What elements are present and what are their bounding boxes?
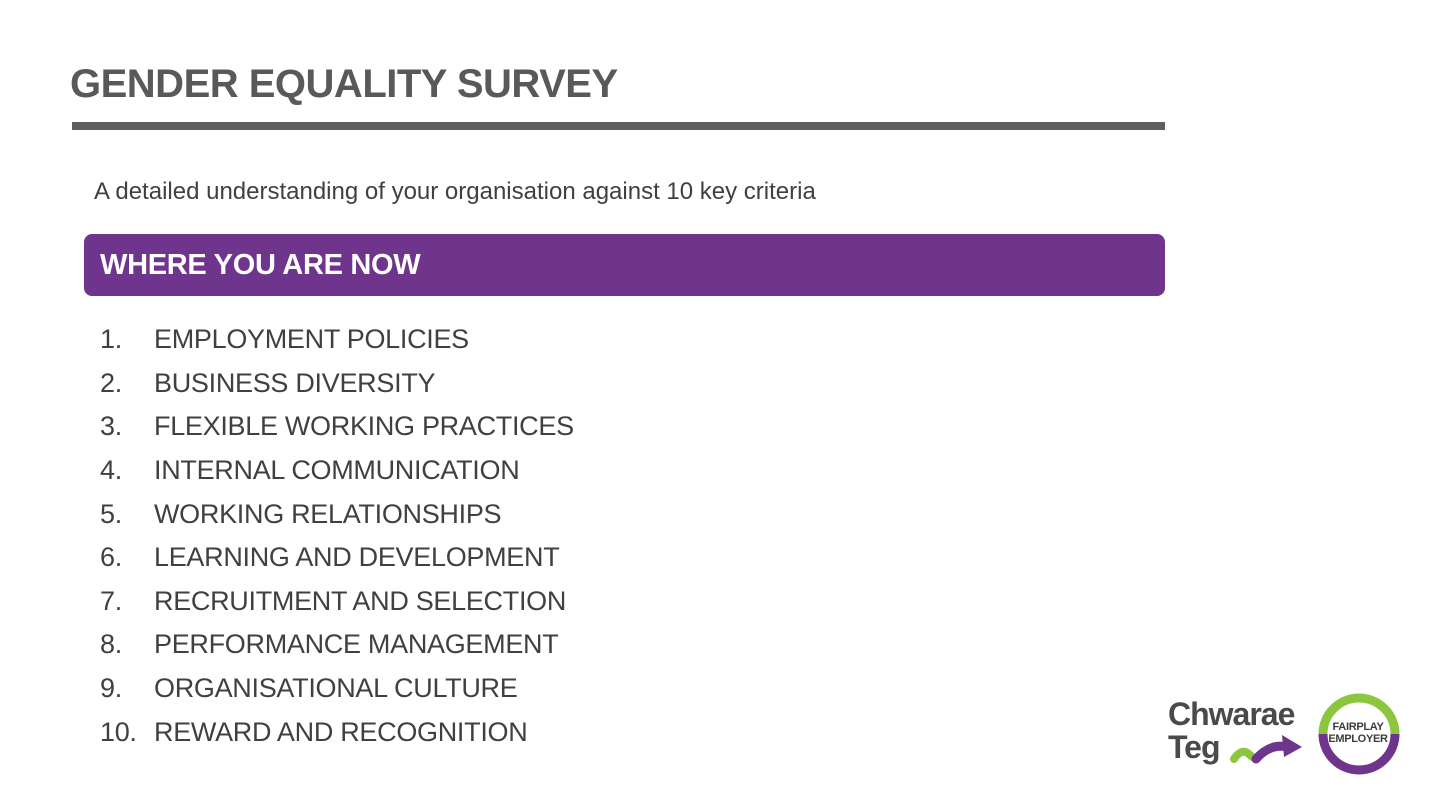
list-item: 3. FLEXIBLE WORKING PRACTICES xyxy=(100,405,574,449)
list-item: 2. BUSINESS DIVERSITY xyxy=(100,362,574,406)
list-item-number: 4. xyxy=(100,455,122,486)
list-item-number: 9. xyxy=(100,673,122,704)
slide-title: GENDER EQUALITY SURVEY xyxy=(70,62,618,106)
logo-line-2: Teg xyxy=(1168,729,1221,765)
list-item-label: FLEXIBLE WORKING PRACTICES xyxy=(154,411,574,442)
list-item-number: 6. xyxy=(100,542,122,573)
logo-wordmark: Chwarae Teg xyxy=(1168,696,1295,765)
section-banner: WHERE YOU ARE NOW xyxy=(84,234,1165,296)
swoosh-arrow-icon xyxy=(1230,735,1302,764)
list-item-label: RECRUITMENT AND SELECTION xyxy=(154,585,567,616)
list-item-label: INTERNAL COMMUNICATION xyxy=(154,455,520,486)
list-item-number: 10. xyxy=(100,716,137,747)
list-item-label: PERFORMANCE MANAGEMENT xyxy=(154,629,559,660)
list-item: 1. EMPLOYMENT POLICIES xyxy=(100,318,574,362)
slide-subtitle: A detailed understanding of your organis… xyxy=(94,178,816,205)
list-item-number: 5. xyxy=(100,498,122,529)
list-item: 10. REWARD AND RECOGNITION xyxy=(100,710,574,754)
badge-label: FAIRPLAY EMPLOYER xyxy=(1315,721,1401,745)
list-item: 8. PERFORMANCE MANAGEMENT xyxy=(100,623,574,667)
list-item-label: BUSINESS DIVERSITY xyxy=(154,367,436,398)
badge-line-1: FAIRPLAY xyxy=(1332,721,1384,733)
list-item-label: EMPLOYMENT POLICIES xyxy=(154,324,469,355)
list-item: 5. WORKING RELATIONSHIPS xyxy=(100,492,574,536)
list-item-label: WORKING RELATIONSHIPS xyxy=(154,498,502,529)
list-item: 9. ORGANISATIONAL CULTURE xyxy=(100,667,574,711)
list-item: 6. LEARNING AND DEVELOPMENT xyxy=(100,536,574,580)
list-item: 7. RECRUITMENT AND SELECTION xyxy=(100,580,574,624)
list-item-label: LEARNING AND DEVELOPMENT xyxy=(154,542,560,573)
list-item-number: 7. xyxy=(100,585,122,616)
logo-line-1: Chwarae xyxy=(1168,696,1295,732)
list-item-label: REWARD AND RECOGNITION xyxy=(154,716,528,747)
chwarae-teg-logo: Chwarae Teg FAIRPLAY EMPLOYER xyxy=(1165,688,1410,783)
list-item-number: 3. xyxy=(100,411,122,442)
fairplay-badge-icon xyxy=(1318,693,1400,775)
banner-title: WHERE YOU ARE NOW xyxy=(100,248,421,281)
list-item-label: ORGANISATIONAL CULTURE xyxy=(154,673,518,704)
criteria-list: 1. EMPLOYMENT POLICIES 2. BUSINESS DIVERSI… xyxy=(100,318,574,754)
badge-line-2: EMPLOYER xyxy=(1328,733,1388,745)
list-item: 4. INTERNAL COMMUNICATION xyxy=(100,449,574,493)
list-item-number: 1. xyxy=(100,324,122,355)
title-underline xyxy=(72,122,1165,130)
list-item-number: 8. xyxy=(100,629,122,660)
list-item-number: 2. xyxy=(100,367,122,398)
